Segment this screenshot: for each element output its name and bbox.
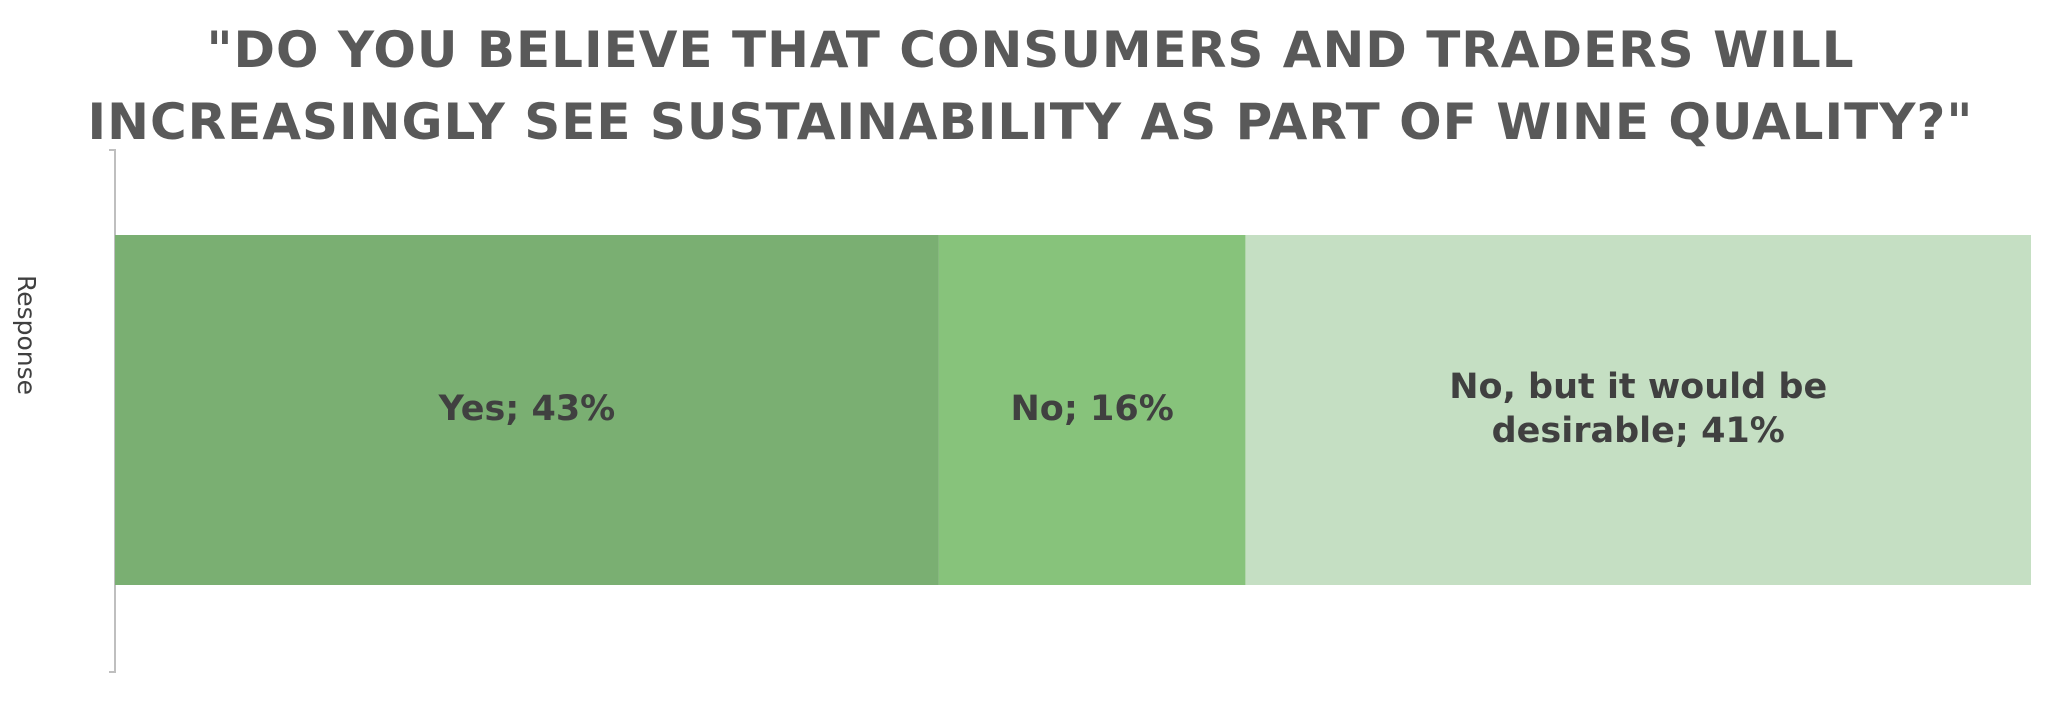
data-label-1: Yes; 43% <box>438 389 616 429</box>
bar-segment-3 <box>1245 235 2031 585</box>
y-axis-line <box>109 149 116 673</box>
chart-title: "DO YOU BELIEVE THAT CONSUMERS AND TRADE… <box>0 14 2061 158</box>
data-label-2: No; 16% <box>1011 389 1174 429</box>
data-label-1-line-1: Yes; 43% <box>438 389 616 429</box>
bar-segment-2 <box>938 235 1246 585</box>
data-labels: Yes; 43% No; 16% No, but it would be desira… <box>438 367 1828 451</box>
data-label-2-line-1: No; 16% <box>1011 389 1174 429</box>
chart-title-line-2: INCREASINGLY SEE SUSTAINABILITY AS PART … <box>87 93 1974 151</box>
data-label-3: No, but it would be desirable; 41% <box>1449 367 1827 451</box>
y-axis <box>109 149 116 673</box>
bar-segment-1 <box>115 235 939 585</box>
data-label-3-line-2: desirable; 41% <box>1492 411 1785 451</box>
chart-title-line-1: "DO YOU BELIEVE THAT CONSUMERS AND TRADE… <box>206 21 1855 79</box>
bar-segments <box>115 235 2031 585</box>
data-label-3-line-1: No, but it would be <box>1449 367 1827 407</box>
